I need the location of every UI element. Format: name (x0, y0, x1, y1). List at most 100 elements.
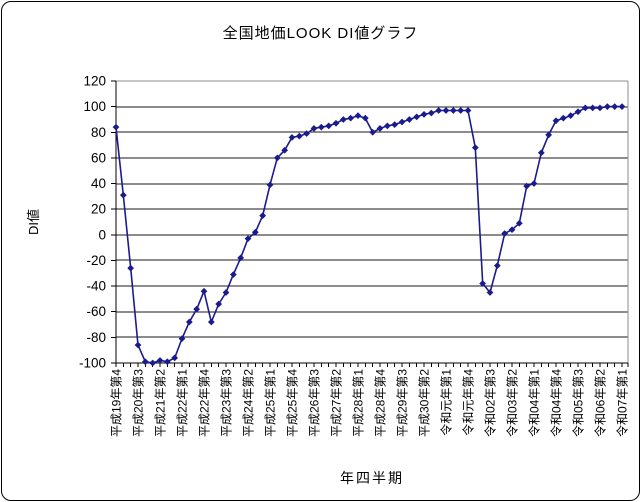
y-tick-label: -100 (79, 356, 106, 371)
data-point-marker (391, 121, 399, 128)
x-tick-label: 平成29年第3 (396, 369, 410, 437)
data-point-marker (589, 104, 597, 112)
data-point-marker (413, 113, 421, 121)
x-tick-label: 令和04年第1 (527, 369, 542, 437)
x-tick-label: 平成30年第2 (418, 369, 432, 437)
x-tick-label: 平成27年第2 (330, 369, 344, 437)
data-point-marker (273, 154, 281, 162)
data-point-marker (508, 226, 516, 234)
y-tick-label: 60 (91, 150, 106, 165)
data-point-marker (310, 125, 318, 132)
data-point-marker (603, 103, 611, 111)
data-point-marker (611, 103, 619, 111)
data-point-marker (537, 149, 545, 157)
data-point-marker (567, 112, 575, 119)
y-tick-label: 20 (91, 202, 106, 217)
data-point-marker (457, 107, 465, 114)
y-tick-label: 80 (91, 125, 106, 140)
x-tick-label: 平成26年第3 (308, 369, 322, 437)
x-tick-label: 平成19年第4 (110, 369, 124, 437)
data-point-marker (171, 354, 179, 362)
data-point-marker (574, 108, 582, 116)
data-point-marker (266, 181, 274, 189)
y-tick-label: 0 (98, 227, 106, 242)
x-tick-label: 令和07年第1 (615, 369, 630, 437)
data-point-marker (420, 110, 428, 118)
x-tick-label: 令和元年第1 (439, 369, 454, 436)
data-point-marker (449, 107, 457, 114)
y-tick-label: -40 (86, 279, 106, 294)
x-tick-label: 平成20年第3 (132, 369, 146, 437)
x-tick-label: 平成21年第2 (154, 369, 168, 437)
data-point-marker (486, 289, 494, 296)
data-point-marker (559, 114, 567, 122)
data-point-marker (149, 359, 157, 367)
data-point-marker (288, 134, 296, 141)
y-tick-label: 100 (83, 99, 106, 114)
data-point-marker (405, 116, 413, 123)
data-point-marker (427, 109, 435, 117)
data-point-marker (479, 280, 487, 287)
data-point-marker (523, 182, 531, 190)
di-series-line (115, 105, 623, 364)
data-point-marker (339, 116, 347, 123)
x-tick-label: 令和03年第2 (505, 369, 520, 437)
x-axis-title: 年四半期 (340, 470, 404, 486)
data-point-marker (215, 300, 223, 308)
data-point-marker (134, 341, 142, 349)
y-tick-label: -80 (86, 330, 106, 345)
data-point-marker (618, 103, 626, 111)
x-tick-label: 平成25年第1 (264, 369, 278, 437)
data-point-marker (361, 114, 369, 122)
data-point-marker (163, 358, 171, 366)
data-point-marker (178, 335, 186, 343)
data-point-marker (156, 357, 164, 364)
x-tick-label: 令和05年第3 (571, 369, 586, 437)
data-point-marker (193, 305, 201, 313)
data-point-marker (552, 117, 560, 125)
x-tick-label: 令和02年第3 (483, 369, 498, 437)
y-tick-label: 40 (91, 176, 106, 191)
data-point-marker (222, 289, 230, 296)
x-tick-label: 平成22年第4 (198, 369, 212, 437)
y-tick-label: -20 (86, 253, 106, 268)
data-point-marker (347, 114, 355, 122)
data-point-marker (515, 219, 523, 227)
data-point-marker (281, 146, 289, 154)
data-point-marker (185, 318, 193, 326)
y-tick-label: -60 (86, 304, 106, 319)
data-point-marker (383, 122, 391, 130)
data-point-marker (501, 230, 509, 237)
data-point-marker (295, 132, 303, 140)
data-point-marker (435, 107, 443, 114)
data-point-marker (545, 131, 553, 139)
data-point-marker (244, 235, 252, 243)
data-point-marker (596, 104, 604, 112)
data-point-marker (317, 123, 325, 131)
data-point-marker (303, 130, 311, 137)
data-point-marker (127, 264, 135, 272)
data-point-marker (376, 125, 384, 132)
data-point-marker (259, 212, 267, 219)
y-tick-label: 120 (83, 74, 106, 89)
data-point-marker (471, 144, 479, 152)
data-point-marker (442, 107, 450, 114)
data-point-marker (237, 254, 245, 262)
data-point-marker (251, 228, 259, 236)
data-point-marker (493, 262, 501, 269)
x-tick-label: 平成22年第1 (176, 369, 190, 437)
x-tick-label: 平成28年第4 (374, 369, 388, 437)
chart-title: 全国地価LOOK DI値グラフ (222, 25, 419, 42)
x-tick-label: 平成23年第3 (220, 369, 234, 437)
data-point-marker (530, 180, 538, 187)
x-tick-label: 平成25年第4 (286, 369, 300, 437)
x-tick-label: 令和元年第4 (461, 369, 476, 436)
data-point-marker (141, 358, 149, 366)
data-point-marker (354, 112, 362, 119)
x-tick-label: 平成28年第1 (352, 369, 366, 437)
x-tick-label: 令和06年第2 (593, 369, 608, 437)
data-point-marker (325, 122, 333, 130)
data-point-marker (464, 107, 472, 114)
data-point-marker (369, 128, 377, 136)
